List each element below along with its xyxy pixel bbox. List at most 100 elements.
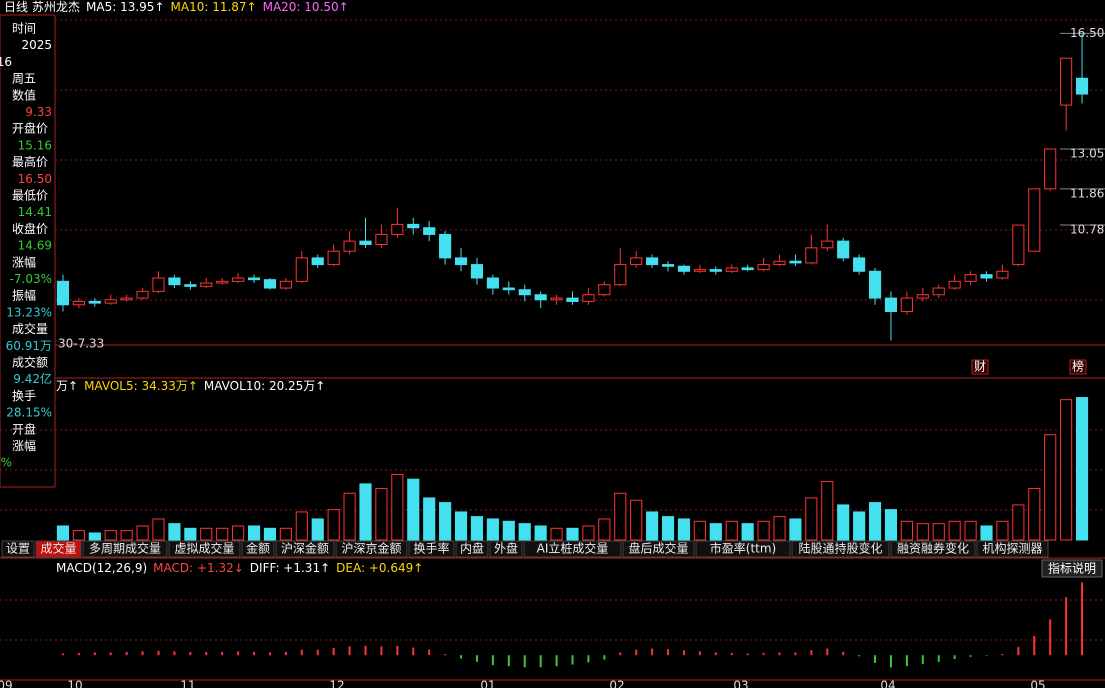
volume-bar [884,509,898,541]
candle-body [646,257,659,266]
candle-body [741,267,754,271]
volume-bar [375,488,388,541]
info-line: 最高价 [12,154,48,169]
candle-body [709,269,722,272]
tab[interactable] [1,540,35,558]
tab[interactable] [489,540,523,558]
volume-bar [709,523,722,541]
x-tick-label: 11 [180,679,195,688]
volume-bar [247,525,261,541]
header-text: 苏州龙杰 [32,0,80,14]
volume-bar [677,518,691,541]
tab[interactable] [890,540,976,558]
info-line: 成交额 [12,355,48,370]
volume-bar [216,527,229,541]
tab[interactable] [335,540,408,558]
candle-body [725,267,738,272]
tab[interactable] [622,540,695,558]
legend-item: MACD: +1.32↓ [153,561,244,575]
volume-bar [534,525,547,541]
tab-label: 市盈率(ttm) [710,541,776,556]
volume-bar [964,520,977,541]
volume-bar [916,523,929,541]
info-line: 14.41 [18,205,52,219]
volume-bar [821,481,834,541]
candle-body [884,297,898,312]
info-line: 涨幅 [12,254,36,269]
volume-bar [518,523,531,541]
tab-label: 虚拟成交量 [174,541,234,556]
legend-item: 万↑ [56,379,78,393]
volume-bar [1012,504,1025,541]
x-tick-label: 02 [609,679,624,688]
info-line: 开盘价 [12,121,48,136]
info-line: 周五 [12,72,36,86]
tab[interactable] [455,540,489,558]
tab[interactable] [976,540,1049,558]
info-line: 9.42亿 [13,371,52,386]
candle-body [311,257,324,266]
info-line: 28.15% [6,406,52,420]
tab[interactable] [82,540,168,558]
volume-bar [120,530,133,541]
tab[interactable] [695,540,791,558]
volume-bar [614,492,627,541]
info-line: 16.50 [18,172,52,186]
info-line: 9.33 [25,105,52,119]
tab-label: AI立桩成交量 [537,541,609,556]
volume-bar [311,518,324,541]
candle-body [661,264,675,267]
candle-body [56,280,70,306]
candle-body [152,277,165,292]
volume-bar [868,502,882,541]
volume-bar [980,525,993,541]
candle-body [518,289,531,296]
tab[interactable] [408,540,455,558]
tab[interactable] [241,540,275,558]
candle-body [423,227,436,235]
volume-bar [1044,434,1057,541]
candle-body [805,247,818,264]
volume-bar [996,520,1009,541]
candle-body [1012,224,1025,266]
candle-body [757,264,770,271]
legend: MACD(12,26,9) MACD: +1.32↓ DIFF: +1.31↑ DEA… [56,561,423,575]
tab[interactable] [35,540,82,558]
candle-body [582,294,595,302]
candle-body [1028,188,1041,252]
volume-bar [900,520,913,541]
volume-bar [773,516,786,541]
tab[interactable] [523,540,622,558]
candle-body [630,257,643,266]
info-line: -7.03% [10,272,52,286]
candle-body [216,280,229,284]
candle-body [614,264,627,286]
tab-label: 换手率 [413,541,449,556]
volume-bar [582,525,595,541]
info-panel [0,14,56,488]
candle-body [184,284,197,287]
candle-body [502,287,515,291]
volume-bar [168,523,181,541]
volume-bar [932,523,945,541]
volume-bar [630,499,643,541]
tab[interactable] [275,540,335,558]
info-line: 振幅 [12,288,36,303]
volume-bar [295,511,308,541]
tab-label: 内盘 [460,541,484,556]
tab-label: 设置 [6,542,30,556]
candle-body [88,300,101,304]
tab[interactable] [791,540,890,558]
tab-label: 成交量 [40,541,76,556]
candle-body [916,294,929,299]
volume-bar [725,520,738,541]
candle-body [375,233,388,245]
button[interactable] [1041,559,1103,578]
tab[interactable] [168,540,241,558]
candle-body [598,284,611,296]
candle-body [470,264,484,279]
volume-bar [741,523,754,541]
candle-body [343,240,356,252]
candle-body [295,257,308,282]
